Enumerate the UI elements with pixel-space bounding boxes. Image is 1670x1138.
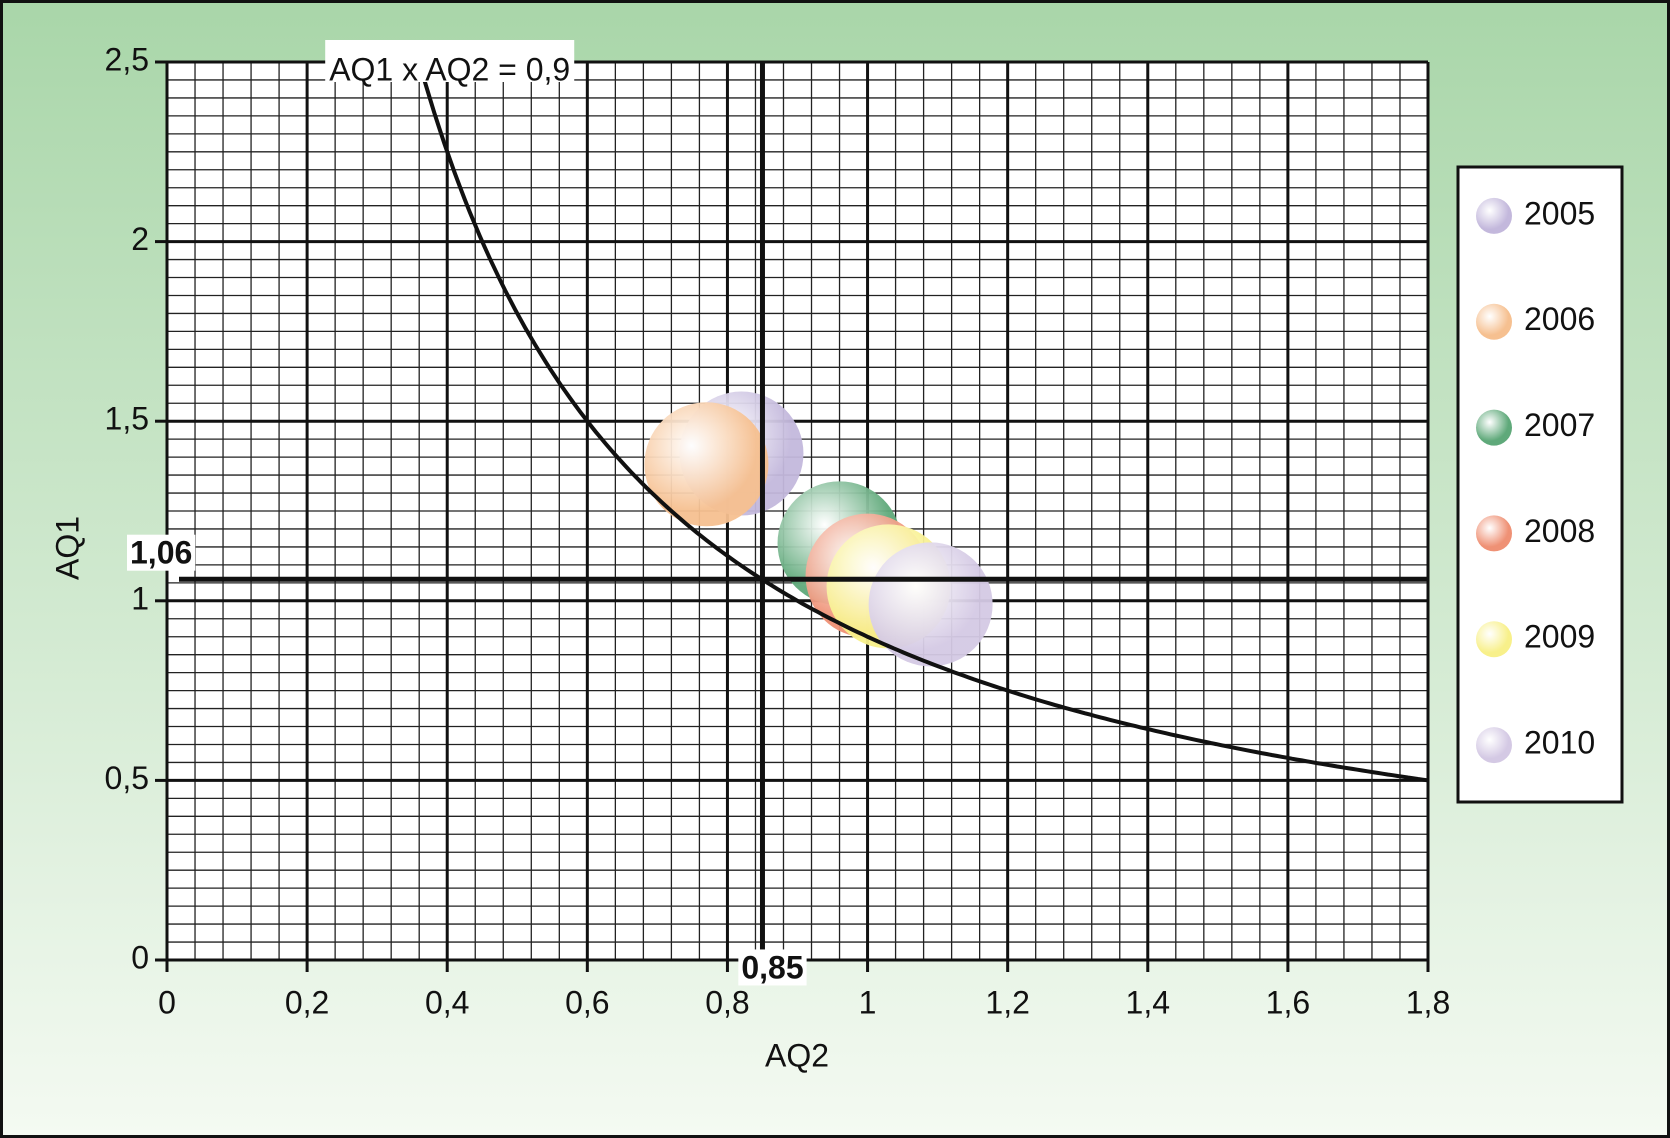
y-tick-label: 2,5	[105, 41, 149, 77]
legend	[1456, 165, 1624, 804]
x-tick-label: 1,2	[985, 984, 1029, 1020]
legend-swatch	[1476, 303, 1512, 340]
y-tick-label: 1,5	[105, 401, 149, 437]
x-tick-label: 0	[158, 984, 176, 1020]
legend-label: 2006	[1524, 301, 1595, 337]
curve-label: AQ1 x AQ2 = 0,9	[329, 51, 570, 87]
bubble	[868, 542, 993, 667]
curve	[417, 61, 1429, 783]
x-tick-label: 0,4	[425, 984, 469, 1020]
curve-label-bg	[325, 40, 575, 82]
x-axis-title: AQ2	[765, 1037, 829, 1073]
ref-label-bg	[738, 949, 807, 986]
y-tick-label: 0,5	[105, 760, 149, 796]
ref-label-bg	[127, 534, 196, 571]
bubble	[644, 402, 769, 527]
legend-swatch	[1476, 621, 1512, 658]
legend-swatch	[1476, 197, 1512, 234]
y-tick-label: 2	[131, 221, 149, 257]
reference-label-y: 1,06	[130, 535, 192, 571]
x-tick-label: 1,8	[1406, 984, 1450, 1020]
x-tick-label: 0,8	[705, 984, 749, 1020]
x-tick-label: 0,6	[565, 984, 609, 1020]
reference-label-x: 0,85	[741, 949, 803, 985]
y-tick-label: 0	[131, 939, 149, 975]
y-tick-label: 1	[131, 580, 149, 616]
x-tick-label: 1,4	[1126, 984, 1170, 1020]
legend-label: 2005	[1524, 195, 1595, 231]
y-axis-title: AQ1	[49, 516, 85, 580]
legend-label: 2010	[1524, 725, 1595, 761]
legend-label: 2008	[1524, 513, 1595, 549]
legend-swatch	[1476, 515, 1512, 552]
legend-label: 2007	[1524, 407, 1595, 443]
x-tick-label: 1,6	[1266, 984, 1310, 1020]
legend-swatch	[1476, 727, 1512, 764]
x-tick-label: 0,2	[285, 984, 329, 1020]
x-tick-label: 1	[859, 984, 877, 1020]
legend-swatch	[1476, 409, 1512, 446]
legend-label: 2009	[1524, 619, 1595, 655]
